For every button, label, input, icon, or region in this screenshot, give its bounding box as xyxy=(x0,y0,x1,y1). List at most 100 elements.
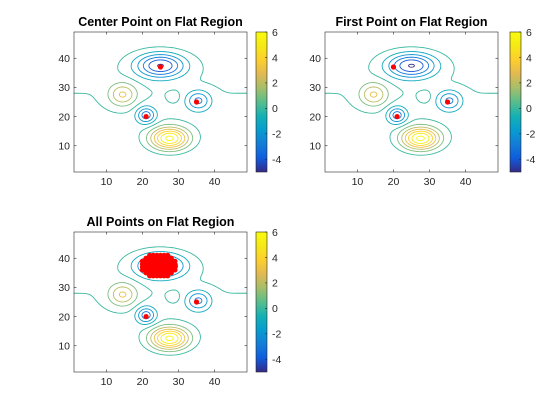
markers xyxy=(143,64,200,120)
y-tick-label: 30 xyxy=(58,282,70,294)
point-marker xyxy=(193,299,200,305)
flat-region-point xyxy=(161,252,167,258)
colorbar-tick-label: 4 xyxy=(526,52,532,64)
contour-level-1 xyxy=(107,282,194,353)
axes-box xyxy=(324,31,499,173)
x-tick-label: 40 xyxy=(460,176,472,188)
y-tick-label: 20 xyxy=(58,111,70,123)
colorbar-tick-label: 2 xyxy=(272,78,278,90)
colorbar-gradient xyxy=(255,31,268,173)
colorbar-tick-label: -2 xyxy=(526,129,535,141)
contour-level-2 xyxy=(363,86,440,150)
colorbar-gradient xyxy=(509,31,522,173)
colorbar-tick-label: 6 xyxy=(526,27,532,39)
contour-level-4 xyxy=(408,130,433,146)
colorbar-tick-label: -4 xyxy=(272,354,281,366)
x-tick-label: 40 xyxy=(209,376,221,388)
y-tick-label: 40 xyxy=(58,53,70,65)
contour-level-2 xyxy=(112,286,189,350)
colorbar-tick-label: 2 xyxy=(272,278,278,290)
colorbar-tick-label: 6 xyxy=(272,27,278,39)
point-marker xyxy=(394,113,400,120)
panel-title: All Points on Flat Region xyxy=(87,215,235,229)
contour-level-5 xyxy=(160,132,179,144)
flat-region-point xyxy=(172,258,178,264)
contour-level--1 xyxy=(130,251,213,325)
point-marker xyxy=(157,64,164,70)
contour-level-0 xyxy=(74,246,247,356)
contour-level-6 xyxy=(165,335,174,342)
markers xyxy=(139,252,200,320)
flat-region-point xyxy=(139,258,146,264)
y-tick-label: 40 xyxy=(58,253,70,265)
flat-region-point xyxy=(157,252,164,258)
contour-level--1 xyxy=(130,51,213,125)
flat-region-point xyxy=(143,255,149,261)
contour-level-0 xyxy=(74,46,247,156)
markers xyxy=(390,64,451,120)
contour-level-3 xyxy=(118,291,186,348)
contour-lines xyxy=(74,46,247,156)
panel-title: First Point on Flat Region xyxy=(335,15,487,29)
x-tick-label: 10 xyxy=(101,176,113,188)
colorbar-tick-label: -2 xyxy=(272,129,281,141)
point-marker xyxy=(143,313,149,320)
colorbar: -4 -2 0 2 4 6 xyxy=(255,227,281,373)
colorbar-tick-label: 0 xyxy=(526,103,532,115)
contour-level-2 xyxy=(112,86,189,150)
axes-box xyxy=(73,31,248,173)
colorbar-tick-label: 4 xyxy=(272,252,278,264)
axes-box xyxy=(73,231,248,373)
contour-level-0 xyxy=(325,46,498,156)
contour-level-4 xyxy=(157,130,182,146)
x-tick-label: 20 xyxy=(137,176,149,188)
contour-level-5 xyxy=(160,332,179,344)
panel-title: Center Point on Flat Region xyxy=(78,15,243,29)
contour-lines xyxy=(325,46,498,156)
contour-level--4 xyxy=(399,59,424,72)
x-tick-label: 30 xyxy=(173,376,185,388)
colorbar-tick-label: 0 xyxy=(272,303,278,315)
y-tick-label: 10 xyxy=(58,141,70,153)
contour-level--5 xyxy=(408,63,415,68)
contour-level--2 xyxy=(388,54,459,123)
colorbar-tick-label: -4 xyxy=(272,154,281,166)
point-marker xyxy=(193,99,200,105)
contour-level--4 xyxy=(148,59,173,72)
flat-region-point xyxy=(154,252,160,258)
flat-region-point xyxy=(147,252,153,258)
point-marker xyxy=(444,99,451,105)
contour-level-6 xyxy=(416,135,425,142)
contour-level-3 xyxy=(369,91,437,148)
colorbar-tick-label: 0 xyxy=(272,103,278,115)
flat-region-point xyxy=(168,255,174,261)
colorbar-tick-label: 2 xyxy=(526,78,532,90)
contour-level-5 xyxy=(411,132,430,144)
x-tick-label: 10 xyxy=(352,176,364,188)
colorbar-tick-label: -4 xyxy=(526,154,535,166)
colorbar: -4 -2 0 2 4 6 xyxy=(509,27,535,173)
contour-level--2 xyxy=(137,54,208,123)
flat-region-point xyxy=(150,252,156,258)
y-tick-label: 20 xyxy=(58,311,70,323)
contour-level--1 xyxy=(381,51,464,125)
y-tick-label: 30 xyxy=(58,82,70,94)
x-tick-label: 20 xyxy=(137,376,149,388)
colorbar-gradient xyxy=(255,231,268,373)
contour-level-6 xyxy=(165,135,174,142)
colorbar-tick-label: 6 xyxy=(272,227,278,239)
contour-level-3 xyxy=(118,91,186,148)
x-tick-label: 40 xyxy=(209,176,221,188)
y-tick-label: 30 xyxy=(309,82,321,94)
point-marker xyxy=(390,64,397,70)
x-tick-label: 20 xyxy=(388,176,400,188)
colorbar-tick-label: 4 xyxy=(272,52,278,64)
y-tick-label: 10 xyxy=(58,341,70,353)
x-tick-label: 10 xyxy=(101,376,113,388)
flat-region-point xyxy=(165,252,171,258)
y-tick-label: 40 xyxy=(309,53,321,65)
x-tick-label: 30 xyxy=(173,176,185,188)
